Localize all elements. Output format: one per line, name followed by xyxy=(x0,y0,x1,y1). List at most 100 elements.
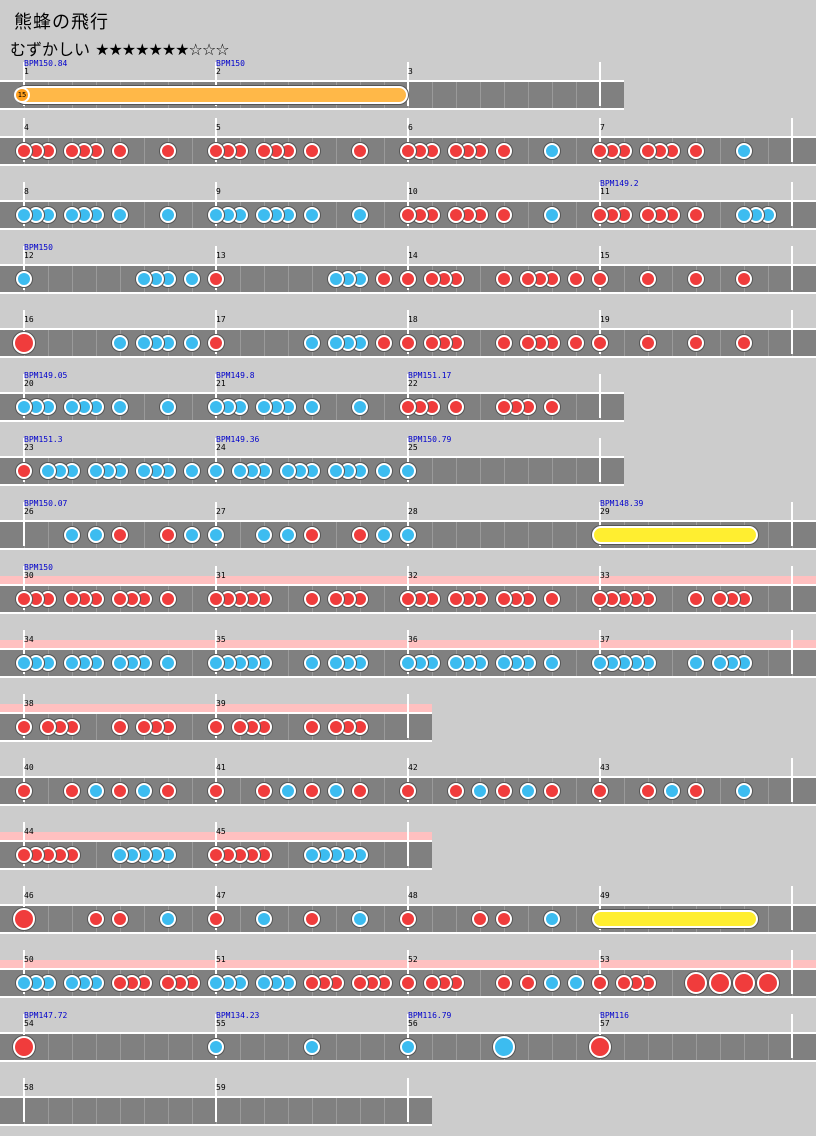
beat-line xyxy=(288,330,289,356)
don-note xyxy=(400,911,416,927)
measure-number: 8 xyxy=(24,187,29,196)
beat-line xyxy=(336,1098,337,1124)
don-note xyxy=(400,783,416,799)
measure-number: 36 xyxy=(408,635,418,644)
bar-line xyxy=(407,182,409,226)
measure-number: 18 xyxy=(408,315,418,324)
beat-line xyxy=(432,458,433,484)
ka-note xyxy=(712,655,728,671)
don-note xyxy=(232,719,248,735)
don-note xyxy=(496,207,512,223)
don-note xyxy=(568,335,584,351)
beat-line xyxy=(576,586,577,612)
measure-number: 34 xyxy=(24,635,34,644)
don-note xyxy=(160,143,176,159)
ka-note xyxy=(64,207,80,223)
don-note xyxy=(496,591,512,607)
don-note xyxy=(304,911,320,927)
bpm-change: BPM151.17 xyxy=(408,371,452,380)
beat-line xyxy=(288,1098,289,1124)
bar-line xyxy=(407,630,409,674)
don-note xyxy=(640,207,656,223)
bar-line xyxy=(599,886,601,930)
beat-line xyxy=(288,266,289,292)
beat-line xyxy=(576,778,577,804)
beat-line xyxy=(624,778,625,804)
don-note xyxy=(352,975,368,991)
measure-number: 5 xyxy=(216,123,221,132)
beat-line xyxy=(96,1098,97,1124)
don-note xyxy=(208,847,224,863)
big-ka-note xyxy=(493,1036,515,1058)
measure-number: 19 xyxy=(600,315,610,324)
bar-line xyxy=(791,950,793,994)
beat-line xyxy=(240,778,241,804)
bar-line xyxy=(407,886,409,930)
ka-note xyxy=(256,527,272,543)
beat-line xyxy=(456,458,457,484)
ka-note xyxy=(208,527,224,543)
beat-line xyxy=(768,778,769,804)
measure-number: 1 xyxy=(24,67,29,76)
beat-line xyxy=(672,266,673,292)
measure-number: 29 xyxy=(600,507,610,516)
measure-number: 9 xyxy=(216,187,221,196)
ka-note xyxy=(64,527,80,543)
don-note xyxy=(520,975,536,991)
don-note xyxy=(568,271,584,287)
beat-line xyxy=(240,1098,241,1124)
beat-line xyxy=(480,266,481,292)
ka-note xyxy=(592,655,608,671)
bar-line xyxy=(23,374,25,418)
beat-line xyxy=(528,1034,529,1060)
ka-note xyxy=(88,527,104,543)
beat-line xyxy=(72,1098,73,1124)
beat-line xyxy=(576,458,577,484)
don-note xyxy=(544,783,560,799)
measure-number: 25 xyxy=(408,443,418,452)
ka-note xyxy=(256,975,272,991)
beat-line xyxy=(384,778,385,804)
don-note xyxy=(640,271,656,287)
beat-line xyxy=(288,714,289,740)
don-note xyxy=(160,591,176,607)
bar-line xyxy=(23,438,25,482)
beat-line xyxy=(192,842,193,868)
bpm-change: BPM150 xyxy=(24,563,53,572)
beat-line xyxy=(552,1034,553,1060)
bar-line xyxy=(407,62,409,106)
don-note xyxy=(592,975,608,991)
measure-number: 40 xyxy=(24,763,34,772)
ka-note xyxy=(136,271,152,287)
bar-line xyxy=(599,118,601,162)
bar-line xyxy=(23,502,25,546)
bpm-change: BPM150.07 xyxy=(24,499,68,508)
ka-note xyxy=(304,1039,320,1055)
beat-line xyxy=(168,1034,169,1060)
beat-line xyxy=(720,778,721,804)
beat-line xyxy=(768,330,769,356)
bar-line xyxy=(23,566,25,610)
beat-line xyxy=(480,522,481,548)
ka-note xyxy=(352,911,368,927)
measure-number: 11 xyxy=(600,187,610,196)
measure-number: 51 xyxy=(216,955,226,964)
beat-line xyxy=(432,522,433,548)
beat-line xyxy=(48,330,49,356)
beat-line xyxy=(576,138,577,164)
bpm-change: BPM149.2 xyxy=(600,179,639,188)
don-note xyxy=(136,719,152,735)
measure-number: 59 xyxy=(216,1083,226,1092)
ka-note xyxy=(64,655,80,671)
don-note xyxy=(208,719,224,735)
don-note xyxy=(304,527,320,543)
measure-number: 7 xyxy=(600,123,605,132)
don-note xyxy=(592,143,608,159)
measure-number: 42 xyxy=(408,763,418,772)
ka-note xyxy=(736,143,752,159)
beat-line xyxy=(552,82,553,108)
balloon-count: 15 xyxy=(14,87,30,103)
measure-number: 56 xyxy=(408,1019,418,1028)
don-note xyxy=(304,591,320,607)
bpm-change: BPM116.79 xyxy=(408,1011,452,1020)
